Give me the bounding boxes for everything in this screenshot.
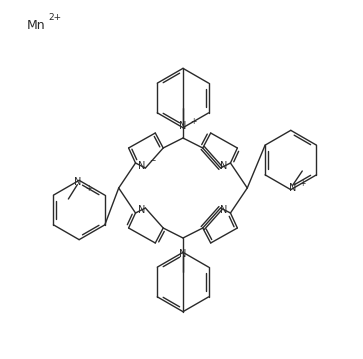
Text: N: N — [220, 161, 228, 171]
Text: N: N — [179, 121, 187, 131]
Text: N: N — [289, 183, 296, 193]
Text: +: + — [85, 184, 91, 193]
Text: N: N — [138, 161, 146, 171]
Text: Mn: Mn — [27, 19, 46, 32]
Text: +: + — [191, 117, 197, 126]
Text: N: N — [220, 205, 228, 215]
Text: N: N — [74, 177, 81, 187]
Text: 2+: 2+ — [48, 13, 61, 23]
Text: N: N — [138, 205, 146, 215]
Text: −: − — [149, 156, 155, 165]
Text: +: + — [299, 179, 306, 188]
Text: N: N — [179, 249, 187, 259]
